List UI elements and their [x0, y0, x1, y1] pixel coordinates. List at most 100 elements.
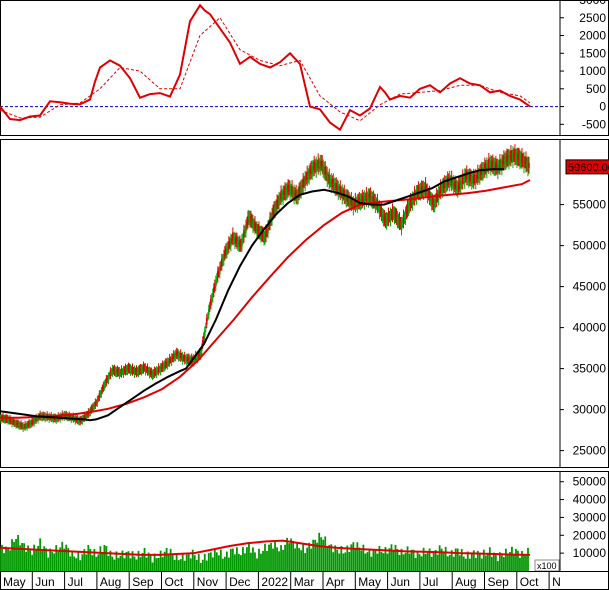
candle-body	[293, 190, 295, 199]
candle-body	[352, 201, 355, 210]
candle-body	[502, 160, 504, 164]
volume-bar	[422, 547, 425, 571]
volume-bar	[498, 552, 501, 571]
volume-bar	[231, 548, 234, 571]
volume-bar	[45, 548, 48, 571]
candle-body	[200, 347, 203, 351]
volume-bar	[35, 549, 38, 571]
candle-body	[102, 384, 105, 389]
volume-bar	[338, 553, 341, 571]
candle-body	[231, 239, 233, 241]
candle-body	[253, 223, 255, 227]
candle-body	[439, 184, 442, 194]
candle-body	[462, 178, 465, 180]
candle-body	[148, 369, 151, 376]
candle-body	[523, 157, 525, 168]
candle-body	[23, 426, 25, 428]
candle-body	[152, 372, 155, 376]
volume-bar	[515, 548, 517, 571]
volume-bar	[480, 558, 483, 571]
volume-bar	[302, 544, 305, 571]
volume-bar	[127, 551, 130, 571]
volume-bar	[352, 542, 355, 571]
candle-body	[166, 360, 169, 367]
candle-body	[451, 182, 454, 184]
volume-bar	[89, 548, 92, 571]
candle-body	[478, 173, 480, 177]
volume-bar	[260, 553, 262, 571]
candle-body	[19, 424, 21, 427]
candle-body	[175, 351, 178, 356]
candle-body	[92, 405, 95, 410]
candle-body	[438, 192, 441, 194]
volume-bar	[505, 548, 507, 571]
month-label: Mar	[294, 575, 315, 589]
candle-body	[287, 184, 289, 192]
candle-body	[500, 164, 502, 166]
candle-body	[188, 358, 191, 363]
candle-body	[474, 174, 477, 184]
candle-body	[379, 209, 382, 212]
volume-bar	[376, 553, 379, 571]
candle-body	[189, 358, 192, 362]
volume-bar	[398, 555, 401, 571]
candle-body	[401, 222, 404, 224]
candle-body	[228, 241, 230, 249]
candle-body	[221, 258, 223, 266]
volume-bar	[219, 549, 222, 571]
month-label: Apr	[326, 575, 345, 589]
candle-body	[159, 366, 162, 372]
candle-body	[333, 183, 336, 189]
candle-body	[247, 215, 249, 224]
volume-bar	[368, 549, 371, 571]
volume-bar	[420, 556, 423, 571]
candle-body	[126, 367, 129, 372]
oscillator-signal-line	[0, 17, 531, 122]
candle-body	[143, 366, 146, 369]
candle-body	[506, 154, 508, 162]
volume-bar	[432, 551, 435, 571]
candle-body	[399, 222, 402, 225]
volume-bar	[318, 532, 321, 571]
volume-bar	[378, 545, 381, 571]
candle-body	[135, 368, 138, 374]
volume-bar	[366, 552, 369, 571]
volume-bar	[79, 560, 82, 571]
candle-body	[187, 356, 190, 362]
candle-body	[490, 160, 492, 170]
candle-body	[7, 417, 9, 422]
candle-body	[421, 186, 424, 192]
month-label: Sep	[132, 575, 154, 589]
volume-bar	[316, 542, 319, 571]
candle-body	[212, 292, 214, 299]
candle-body	[458, 182, 461, 187]
candle-body	[33, 419, 35, 424]
candle-body	[516, 153, 518, 162]
volume-bar	[163, 551, 166, 571]
candle-body	[309, 168, 311, 175]
candle-body	[513, 154, 515, 157]
candle-body	[83, 414, 86, 420]
candle-body	[350, 197, 353, 206]
volume-bar	[23, 543, 25, 571]
volume-bar	[191, 549, 194, 571]
volume-bar	[123, 558, 126, 571]
ma-short-line	[0, 168, 504, 422]
volume-bar	[133, 556, 136, 571]
candle-body	[111, 368, 114, 374]
candle-body	[355, 202, 358, 205]
candle-body	[258, 226, 260, 235]
candle-body	[252, 220, 254, 228]
candle-body	[137, 369, 140, 374]
candle-body	[124, 367, 127, 372]
candle-body	[388, 216, 391, 218]
candle-body	[367, 193, 370, 203]
volume-bar	[91, 555, 94, 571]
price-tick-label: 35000	[573, 362, 607, 376]
candle-body	[435, 193, 438, 202]
candle-body	[13, 419, 15, 425]
month-label: Oct	[520, 575, 539, 589]
volume-bar	[308, 542, 311, 571]
volume-bar	[185, 554, 188, 571]
volume-bar	[412, 549, 415, 571]
